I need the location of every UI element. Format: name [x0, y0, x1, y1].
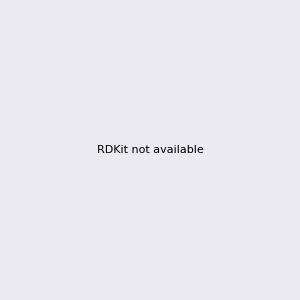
Text: RDKit not available: RDKit not available: [97, 145, 203, 155]
